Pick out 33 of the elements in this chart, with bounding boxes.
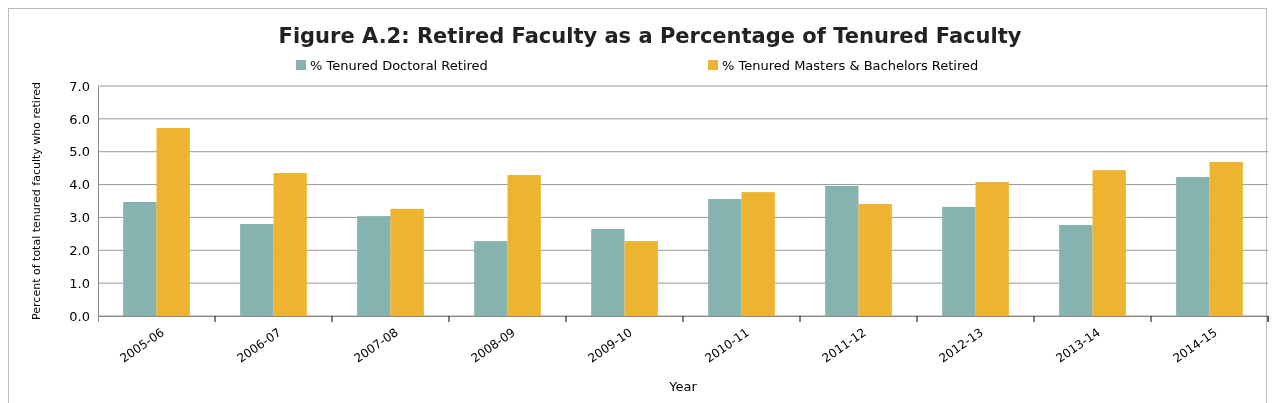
bar xyxy=(741,192,775,316)
legend-label: % Tenured Doctoral Retired xyxy=(310,58,488,73)
chart-title: Figure A.2: Retired Faculty as a Percentage of Tenured Faculty xyxy=(278,24,1022,48)
y-tick-label: 2.0 xyxy=(69,242,90,258)
bar xyxy=(123,201,157,316)
bar xyxy=(624,241,658,316)
y-tick-label: 4.0 xyxy=(69,177,90,193)
bar xyxy=(591,228,625,316)
y-tick-label: 6.0 xyxy=(69,111,90,127)
bar xyxy=(156,128,190,316)
bar xyxy=(1059,224,1093,316)
bar xyxy=(1092,170,1126,316)
y-tick-label: 3.0 xyxy=(69,210,90,226)
bar xyxy=(1176,177,1210,316)
bar xyxy=(273,173,307,316)
y-axis-title: Percent of total tenured faculty who retired xyxy=(30,82,43,320)
bar xyxy=(357,216,391,316)
y-tick-label: 1.0 xyxy=(69,275,90,291)
bar xyxy=(474,241,508,316)
bar xyxy=(507,175,541,316)
x-axis-title: Year xyxy=(668,379,698,394)
bar xyxy=(390,208,424,316)
bar xyxy=(858,203,892,316)
bar xyxy=(825,185,859,316)
bar xyxy=(942,206,976,316)
bar xyxy=(708,199,742,316)
bar xyxy=(1209,161,1243,316)
bar xyxy=(240,224,274,316)
y-tick-label: 5.0 xyxy=(69,144,90,160)
y-tick-label: 0.0 xyxy=(69,308,90,324)
bar xyxy=(975,181,1009,316)
legend-label: % Tenured Masters & Bachelors Retired xyxy=(722,58,979,73)
y-tick-label: 7.0 xyxy=(69,78,90,94)
